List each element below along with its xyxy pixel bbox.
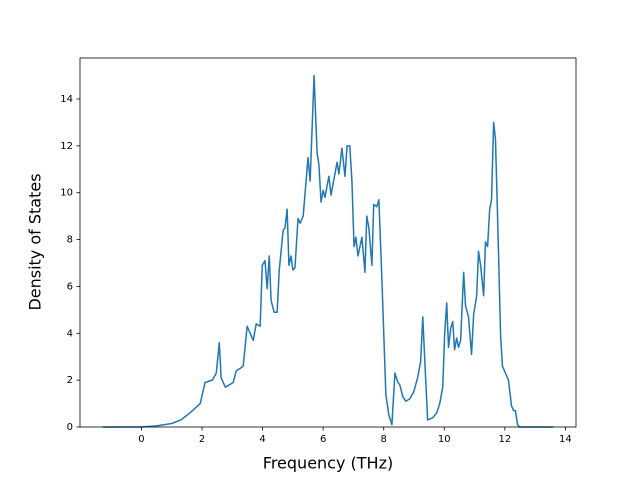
- y-axis-label: Density of States: [26, 173, 45, 310]
- x-tick-label: 2: [199, 434, 205, 445]
- x-axis-label: Frequency (THz): [263, 454, 393, 473]
- x-tick-label: 6: [320, 434, 326, 445]
- y-tick-label: 0: [67, 422, 73, 433]
- x-tick-label: 10: [438, 434, 451, 445]
- x-tick-label: 14: [559, 434, 572, 445]
- y-tick-label: 6: [67, 281, 73, 292]
- y-tick-label: 10: [60, 188, 73, 199]
- y-tick-label: 12: [60, 141, 73, 152]
- y-tick-label: 8: [67, 235, 73, 246]
- x-tick-label: 8: [381, 434, 387, 445]
- x-tick-label: 0: [138, 434, 144, 445]
- y-tick-label: 4: [67, 328, 73, 339]
- y-tick-label: 14: [60, 94, 73, 105]
- plot-frame: [79, 57, 577, 428]
- x-tick-label: 4: [259, 434, 265, 445]
- x-tick-label: 12: [498, 434, 511, 445]
- y-tick-label: 2: [67, 375, 73, 386]
- data-line: [102, 74, 554, 428]
